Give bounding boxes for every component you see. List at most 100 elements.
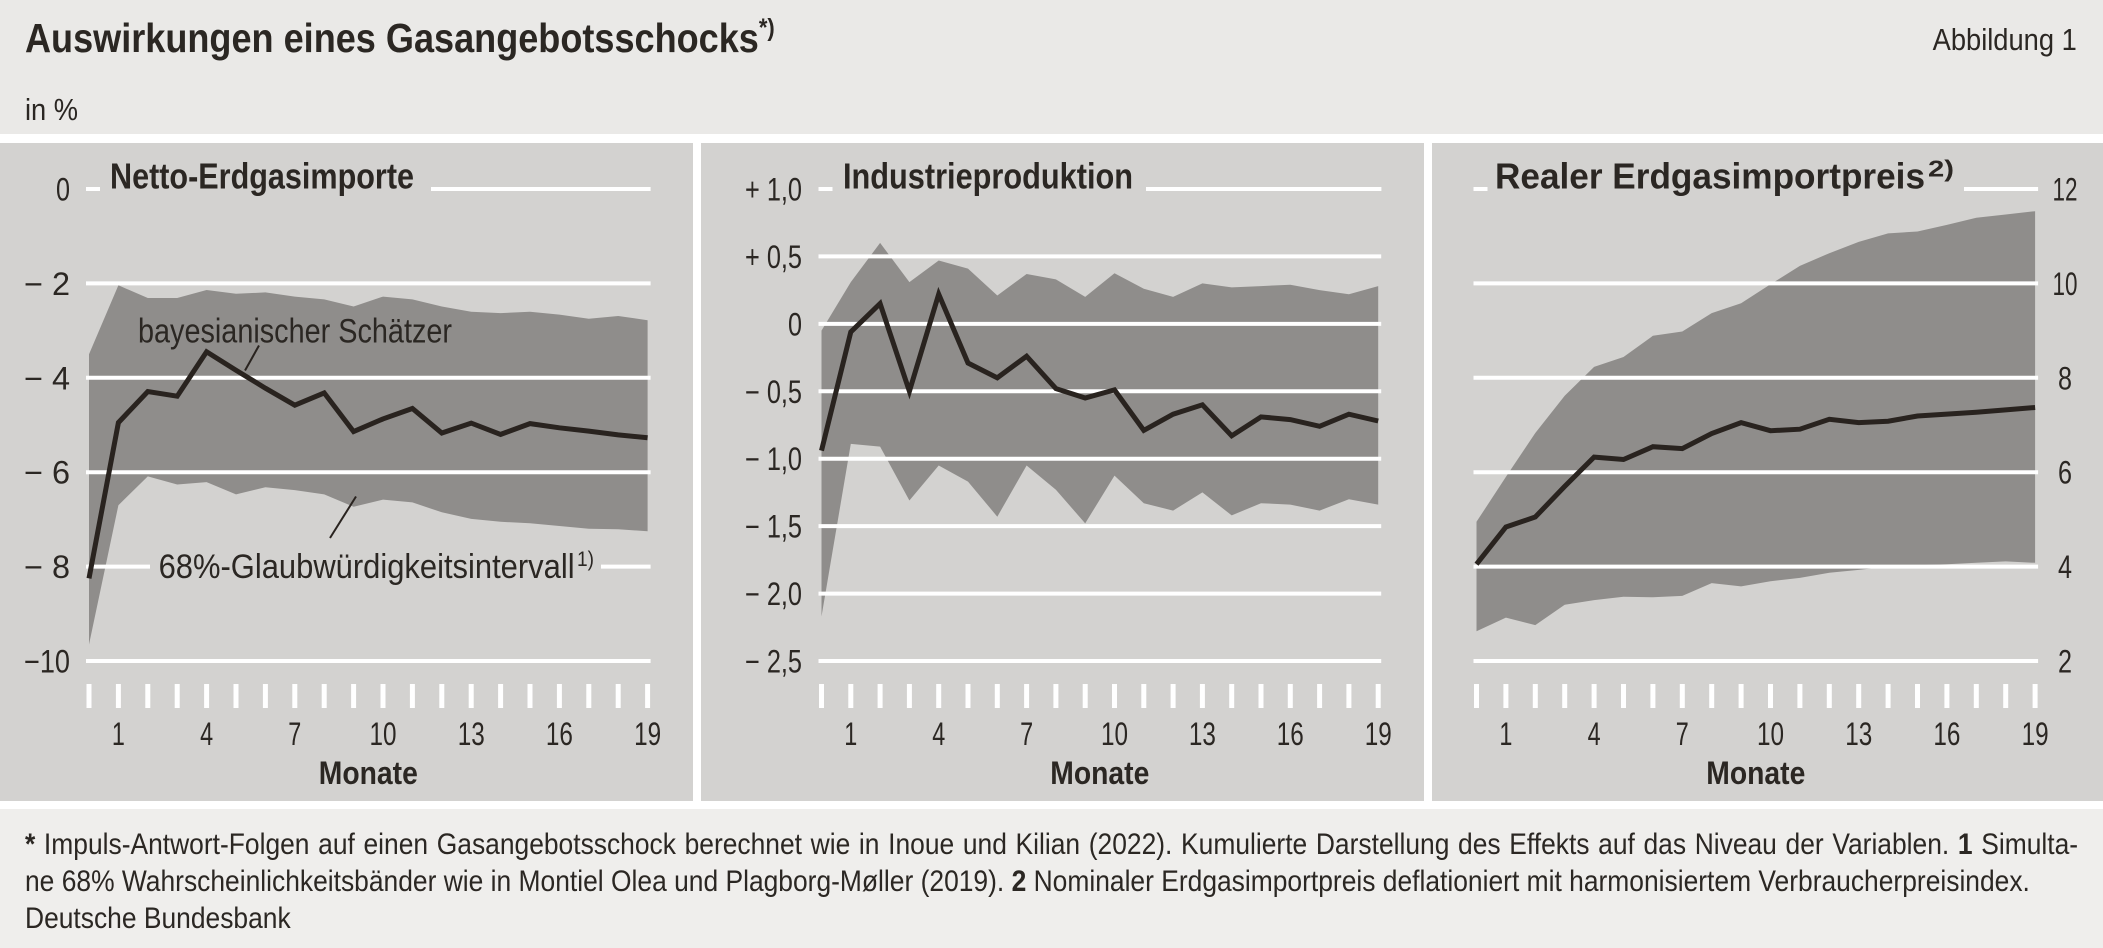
panel-net-gas-imports: 0 − 2 − 4 − 6 − 8 −10 1 4 7 10 13 16 19 Monate Netto-E… bbox=[0, 143, 693, 801]
footnote-marker: * bbox=[25, 828, 44, 861]
x-axis-tick bbox=[1503, 684, 1509, 708]
x-axis-tick bbox=[1768, 684, 1773, 708]
credibility-band bbox=[821, 242, 1379, 617]
x-axis-title: Monate bbox=[1050, 755, 1149, 791]
x-tick-label: 16 bbox=[1933, 716, 1960, 752]
y-tick-label: − 2 bbox=[24, 266, 70, 302]
x-axis-tick bbox=[1199, 684, 1205, 708]
x-tick-label: 19 bbox=[634, 716, 661, 752]
x-axis-tick bbox=[1112, 684, 1117, 708]
x-axis-title: Monate bbox=[319, 755, 418, 791]
x-axis-tick bbox=[1738, 684, 1744, 708]
panel-title-sup: 2) bbox=[1928, 156, 1954, 182]
y-tick-label: 8 bbox=[2058, 360, 2072, 396]
x-tick-label: 1 bbox=[1499, 716, 1512, 752]
x-tick-label: 19 bbox=[1365, 716, 1392, 752]
x-axis-tick bbox=[292, 684, 298, 708]
x-axis-tick bbox=[174, 684, 180, 708]
x-axis-tick bbox=[321, 684, 327, 708]
x-axis-tick bbox=[498, 684, 504, 708]
annotation-pointer-estimator bbox=[244, 345, 260, 371]
x-axis-tick bbox=[1650, 684, 1656, 708]
footnote-text: Impuls-Antwort-Folgen auf einen Gasangeb… bbox=[43, 828, 1958, 861]
panel-title: Industrieproduktion bbox=[843, 156, 1133, 197]
x-axis-tick bbox=[965, 684, 971, 708]
y-tick-label: − 6 bbox=[24, 455, 70, 491]
x-axis-tick bbox=[586, 684, 592, 708]
x-tick-label: 19 bbox=[2022, 716, 2049, 752]
x-tick-label: 10 bbox=[1101, 716, 1128, 752]
x-axis-tick bbox=[1944, 684, 1950, 708]
annotation-pointer-band bbox=[329, 495, 357, 539]
y-tick-label: − 2,0 bbox=[745, 576, 802, 612]
x-axis-tick bbox=[1679, 684, 1685, 708]
x-axis-tick bbox=[848, 684, 854, 708]
unit-label: in % bbox=[25, 92, 85, 128]
x-axis-tick bbox=[1141, 684, 1147, 708]
footnote-line-1: * Impuls-Antwort-Folgen auf einen Gasang… bbox=[25, 826, 2078, 863]
annotation-band-label: 68%-Glaubwürdigkeitsintervall bbox=[159, 548, 575, 586]
x-axis-tick bbox=[1797, 684, 1803, 708]
x-axis-tick bbox=[1229, 684, 1235, 708]
y-tick-label: − 8 bbox=[24, 549, 70, 585]
estimator-line bbox=[1474, 405, 2036, 566]
header: Auswirkungen eines Gasangebotsschocks*) … bbox=[0, 0, 2103, 134]
x-axis-tick bbox=[145, 684, 151, 708]
x-axis-tick bbox=[86, 684, 92, 708]
footnote-text: Simulta- bbox=[1972, 828, 2079, 861]
y-tick-label: − 4 bbox=[24, 360, 70, 396]
x-axis-tick bbox=[819, 684, 824, 708]
x-axis-tick bbox=[906, 684, 912, 708]
x-tick-label: 10 bbox=[370, 716, 397, 752]
x-tick-label: 10 bbox=[1757, 716, 1784, 752]
y-tick-label: + 0,5 bbox=[745, 239, 802, 275]
x-tick-label: 4 bbox=[932, 716, 945, 752]
x-axis-tick bbox=[409, 684, 415, 708]
panels-row: 0− 2− 4− 6− 8 −10 1 4 7 10 13 16 19 Monate Netto-E… bbox=[0, 143, 2103, 801]
x-axis-tick bbox=[351, 684, 357, 708]
x-axis-tick bbox=[2003, 684, 2009, 708]
y-tick-label: + 1,0 bbox=[745, 172, 802, 208]
panel-real-gas-import-price: 12 10 8 6 4 2 1 4 7 10 13 16 19 Monate Realer Erdgasim… bbox=[1432, 143, 2103, 801]
x-axis-tick bbox=[1621, 684, 1626, 708]
x-axis-tick bbox=[1885, 684, 1891, 708]
x-tick-label: 7 bbox=[1020, 716, 1033, 752]
y-tick-label: − 1,0 bbox=[745, 441, 802, 477]
figure-title: Auswirkungen eines Gasangebotsschocks*) bbox=[25, 14, 877, 62]
unit-label-text: in % bbox=[25, 92, 79, 127]
x-axis-tick bbox=[439, 684, 445, 708]
x-tick-label: 13 bbox=[458, 716, 485, 752]
annotation-band-label-sup: 1) bbox=[577, 548, 594, 571]
x-axis-tick bbox=[1346, 684, 1352, 708]
x-axis-tick bbox=[262, 684, 268, 708]
x-axis-tick bbox=[1082, 684, 1088, 708]
x-tick-label: 4 bbox=[1588, 716, 1601, 752]
x-axis-tick bbox=[1287, 684, 1293, 708]
x-axis-tick bbox=[115, 684, 121, 708]
x-axis-tick bbox=[556, 684, 562, 708]
y-tick-label: −10 bbox=[24, 644, 70, 680]
panel-title: Netto-Erdgasimporte bbox=[110, 156, 414, 197]
x-tick-label: 13 bbox=[1845, 716, 1872, 752]
x-axis-tick bbox=[1826, 684, 1832, 708]
x-axis-tick bbox=[1709, 684, 1715, 708]
x-axis-tick bbox=[1053, 684, 1059, 708]
y-tick-label: − 1,5 bbox=[745, 509, 802, 545]
y-tick-label: − 0,5 bbox=[745, 374, 802, 410]
x-axis-tick bbox=[1170, 684, 1176, 708]
x-axis-tick bbox=[1973, 684, 1979, 708]
y-tick-label: 6 bbox=[2058, 455, 2072, 491]
x-tick-label: 4 bbox=[200, 716, 213, 752]
x-axis-tick bbox=[1258, 684, 1264, 708]
y-tick-label: 12 bbox=[2053, 172, 2078, 208]
x-axis-tick bbox=[1856, 684, 1862, 708]
x-axis-tick bbox=[233, 684, 239, 708]
source-text: Deutsche Bundesbank bbox=[25, 902, 291, 935]
x-axis-tick bbox=[1532, 684, 1538, 708]
footnote-line-2: ne 68% Wahrscheinlichkeitsbänder wie in … bbox=[25, 863, 2030, 900]
estimator-line bbox=[819, 286, 1379, 452]
figure-number-text: Abbildung 1 bbox=[1932, 22, 2077, 57]
x-axis-tick bbox=[645, 684, 651, 708]
x-tick-label: 7 bbox=[1676, 716, 1689, 752]
